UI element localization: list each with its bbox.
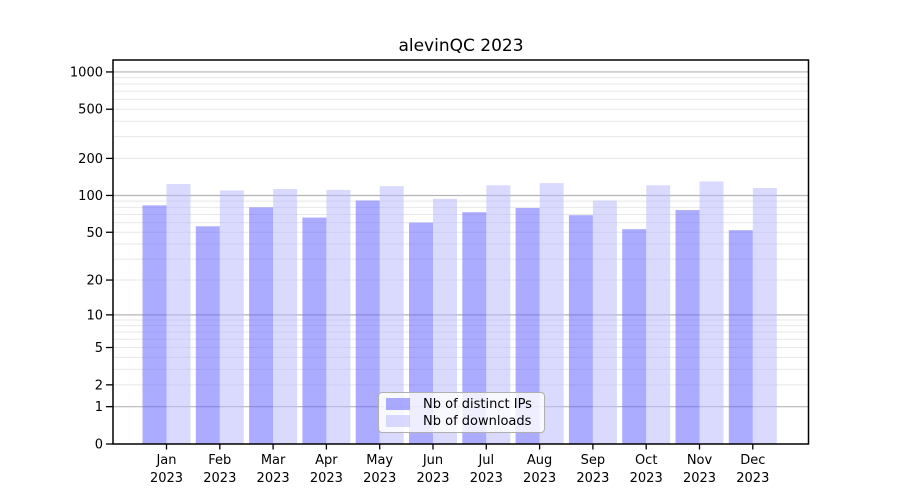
y-tick-label-100: 100: [78, 189, 103, 204]
x-tick-label-year-may: 2023: [363, 471, 396, 486]
x-tick-label-year-aug: 2023: [523, 471, 556, 486]
bar-distinct-ips-jan: [142, 205, 167, 444]
x-tick-label-month-may: May: [366, 453, 393, 468]
bar-distinct-ips-sep: [568, 215, 593, 444]
legend-swatch-downloads: [386, 415, 410, 427]
x-tick-label-year-mar: 2023: [257, 471, 290, 486]
x-tick-label-month-jan: Jan: [155, 453, 176, 468]
x-tick-label-month-dec: Dec: [740, 453, 765, 468]
legend-item-distinct-ips: Nb of distinct IPs: [386, 396, 538, 412]
bar-downloads-jan: [166, 183, 191, 444]
y-tick-label-0: 0: [95, 438, 103, 453]
chart-title: alevinQC 2023: [398, 36, 524, 56]
x-tick-label-year-nov: 2023: [683, 471, 716, 486]
y-tick-label-2: 2: [95, 378, 103, 393]
x-tick-label-month-oct: Oct: [635, 453, 657, 468]
x-tick-label-month-feb: Feb: [208, 453, 231, 468]
x-tick-label-month-nov: Nov: [687, 453, 713, 468]
bar-distinct-ips-apr: [302, 217, 327, 444]
bar-distinct-ips-feb: [195, 226, 220, 444]
y-tick-label-200: 200: [78, 152, 103, 167]
legend-label-downloads: Nb of downloads: [423, 413, 532, 429]
bar-downloads-apr: [326, 189, 351, 444]
bar-distinct-ips-mar: [249, 207, 274, 444]
legend-label-distinct-ips: Nb of distinct IPs: [423, 396, 532, 412]
bar-downloads-sep: [592, 200, 617, 444]
bar-downloads-oct: [646, 185, 671, 444]
bar-downloads-nov: [699, 181, 724, 444]
x-tick-label-year-oct: 2023: [630, 471, 663, 486]
bar-distinct-ips-nov: [675, 210, 700, 444]
y-tick-label-10: 10: [86, 308, 103, 323]
bar-distinct-ips-dec: [728, 230, 753, 444]
x-tick-label-year-feb: 2023: [203, 471, 236, 486]
x-tick-label-year-apr: 2023: [310, 471, 343, 486]
bar-downloads-mar: [273, 188, 298, 444]
y-tick-label-500: 500: [78, 103, 103, 118]
x-tick-label-month-aug: Aug: [527, 453, 552, 468]
x-tick-label-month-apr: Apr: [315, 453, 338, 468]
x-tick-label-month-mar: Mar: [261, 453, 286, 468]
y-tick-label-1: 1: [95, 400, 103, 415]
legend-swatch-distinct-ips: [386, 398, 410, 410]
legend: Nb of distinct IPs Nb of downloads: [378, 392, 545, 433]
x-tick-label-year-jan: 2023: [150, 471, 183, 486]
y-tick-label-1000: 1000: [70, 65, 103, 80]
bar-distinct-ips-may: [355, 200, 380, 444]
x-tick-label-year-sep: 2023: [576, 471, 609, 486]
y-tick-label-20: 20: [86, 274, 103, 289]
bar-downloads-dec: [752, 188, 777, 444]
x-tick-label-month-jul: Jul: [477, 453, 494, 468]
x-tick-label-month-sep: Sep: [581, 453, 606, 468]
bar-distinct-ips-oct: [622, 229, 647, 444]
x-tick-label-month-jun: Jun: [422, 453, 443, 468]
plot-border: [112, 59, 810, 445]
x-tick-label-year-jul: 2023: [470, 471, 503, 486]
legend-item-downloads: Nb of downloads: [386, 413, 538, 429]
bar-downloads-feb: [219, 190, 244, 444]
x-tick-label-year-dec: 2023: [736, 471, 769, 486]
y-tick-label-5: 5: [95, 341, 103, 356]
x-tick-label-year-jun: 2023: [416, 471, 449, 486]
y-tick-label-50: 50: [86, 226, 103, 241]
